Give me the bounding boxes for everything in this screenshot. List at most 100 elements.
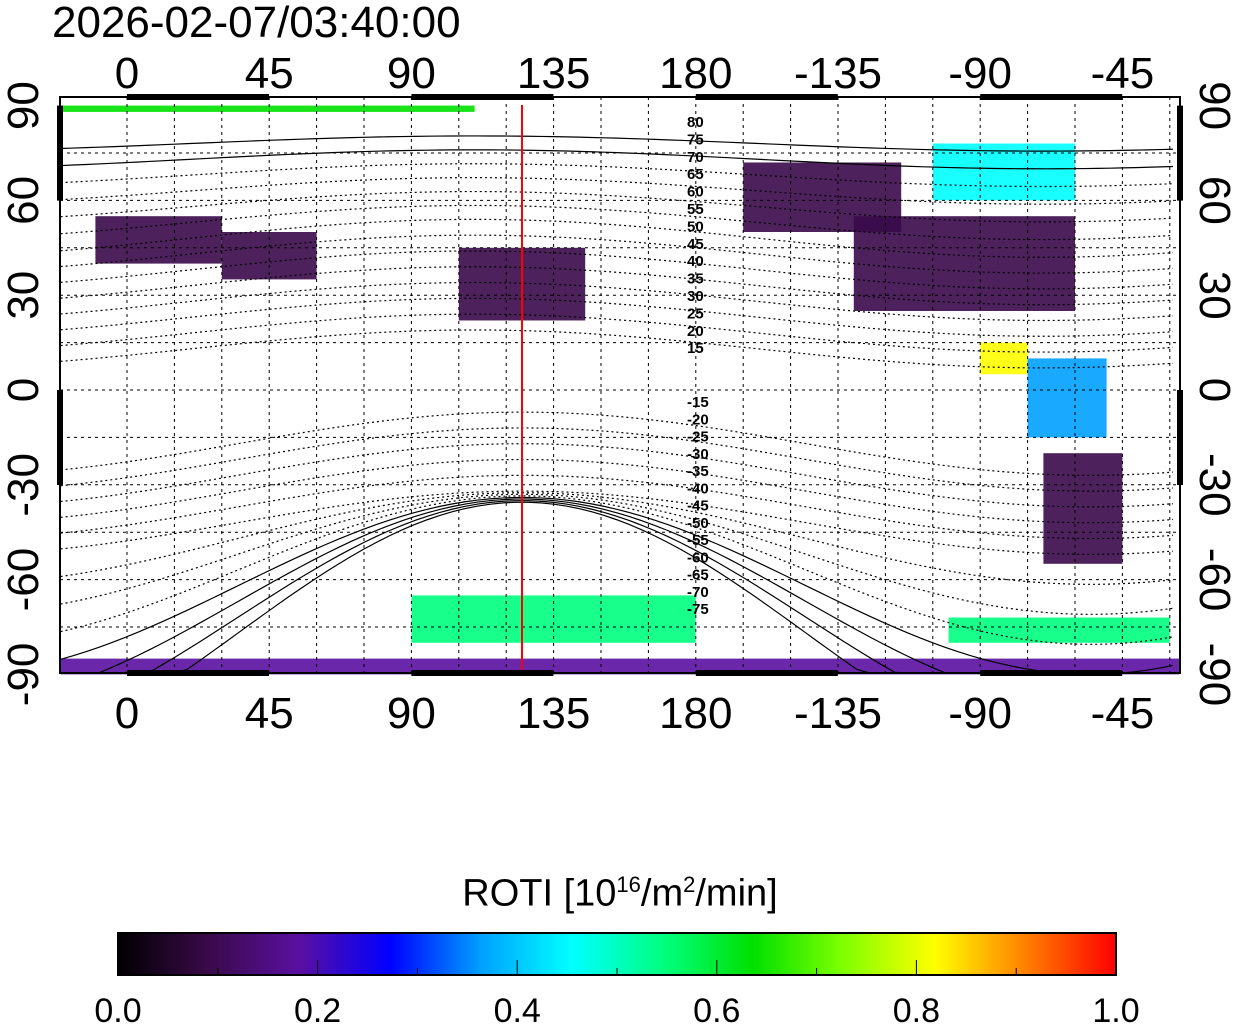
longitude-tick-label: -135	[794, 49, 882, 98]
magnetic-latitude-line	[60, 313, 1173, 353]
magnetic-latitude-line	[60, 218, 1173, 258]
roti-patch	[948, 617, 1170, 643]
magnetic-latitude-line	[60, 149, 1173, 170]
colorbar-label-main: ROTI [10	[462, 872, 617, 915]
colorbar-tick-label: 0.0	[94, 992, 141, 1024]
longitude-tick-label: -90	[948, 689, 1012, 738]
magnetic-latitude-line	[60, 492, 1174, 585]
axis-tick-bar	[695, 670, 838, 676]
magnetic-latitude-line	[60, 234, 1173, 274]
magnetic-latitude-label: -50	[687, 515, 709, 532]
roti-patch	[980, 342, 1028, 375]
magnetic-latitude-label: -65	[687, 567, 709, 584]
axis-tick-bar	[411, 94, 554, 100]
magnetic-latitude-line	[60, 474, 1174, 540]
longitude-tick-label: 180	[659, 689, 732, 738]
magnetic-latitude-line	[60, 281, 1173, 322]
latitude-tick-label-right: -60	[1190, 548, 1239, 612]
magnetic-latitude-label: 55	[687, 201, 704, 218]
magnetic-latitude-label: -55	[687, 532, 709, 549]
magnetic-latitude-line	[60, 329, 1173, 369]
axis-tick-bar	[411, 670, 554, 676]
colorbar-label: ROTI [1016/m2/min]	[0, 872, 1240, 916]
longitude-tick-label: 90	[387, 689, 436, 738]
magnetic-latitude-line	[60, 135, 1173, 152]
axis-tick-bar	[980, 670, 1123, 676]
magnetic-latitude-label: 45	[687, 236, 704, 253]
colorbar-tick-label: 0.4	[494, 992, 541, 1024]
magnetic-latitude-line	[60, 490, 1174, 555]
magnetic-latitude-line	[60, 190, 1173, 223]
magnetic-latitude-label: 50	[687, 218, 704, 235]
magnetic-latitude-label: -35	[687, 463, 709, 480]
magnetic-latitude-label: 35	[687, 271, 704, 288]
roti-patch	[1027, 358, 1107, 438]
map-frame	[59, 96, 1181, 674]
longitude-tick-label: -135	[794, 689, 882, 738]
latitude-tick-label-left: -90	[0, 643, 48, 707]
magnetic-latitude-label: 60	[687, 184, 704, 201]
timestamp-title: 2026-02-07/03:40:00	[52, 0, 461, 47]
axis-tick-bar	[695, 94, 838, 100]
magnetic-latitude-line	[60, 163, 1173, 188]
latitude-tick-label-left: 90	[0, 81, 48, 130]
magnetic-latitude-label: -25	[687, 429, 709, 446]
axis-tick-bar	[1177, 390, 1183, 485]
magnetic-latitude-line	[60, 443, 1174, 508]
magnetic-latitude-label: 15	[687, 340, 704, 357]
roti-patch	[60, 658, 1180, 675]
latitude-tick-label-right: 60	[1190, 176, 1239, 225]
colorbar-label-exp2: 2	[683, 872, 696, 897]
longitude-tick-label: 135	[517, 49, 590, 98]
magnetic-latitude-line	[60, 204, 1173, 241]
axis-tick-bar	[127, 670, 269, 676]
magnetic-latitude-label: -45	[687, 498, 709, 515]
longitude-tick-label: 45	[245, 49, 294, 98]
axis-tick-bar	[57, 390, 63, 485]
colorbar-label-mid: /m	[640, 872, 684, 915]
magnetic-latitude-line	[60, 411, 1174, 476]
roti-patch	[932, 143, 1075, 201]
magnetic-latitude-line	[60, 496, 1174, 674]
magnetic-latitude-label: 40	[687, 253, 704, 270]
magnetic-latitude-label: 75	[687, 131, 704, 148]
magnetic-latitude-label: -15	[687, 394, 709, 411]
latitude-tick-label-left: -30	[0, 453, 48, 517]
magnetic-latitude-label: -30	[687, 446, 709, 463]
axis-tick-bar	[127, 94, 269, 100]
magnetic-latitude-label: -20	[687, 411, 709, 428]
longitude-tick-label: 0	[115, 49, 139, 98]
magnetic-latitude-label: -40	[687, 480, 709, 497]
latitude-tick-label-left: -60	[0, 548, 48, 612]
magnetic-latitude-label: 80	[687, 114, 704, 131]
magnetic-latitude-label: 30	[687, 288, 704, 305]
magnetic-latitude-line	[60, 493, 1174, 615]
magnetic-latitude-line	[60, 495, 1174, 645]
colorbar-tick-label: 1.0	[1092, 992, 1139, 1024]
axis-tick-bar	[57, 105, 63, 201]
colorbar-label-end: /min]	[695, 872, 778, 915]
magnetic-latitude-label: 25	[687, 305, 704, 322]
roti-patch	[95, 216, 222, 264]
magnetic-latitude-label: -70	[687, 584, 709, 601]
magnetic-latitude-line	[60, 458, 1174, 524]
latitude-tick-label-left: 0	[0, 378, 48, 402]
roti-patch	[1043, 453, 1123, 564]
magnetic-latitude-line	[60, 177, 1173, 205]
longitude-tick-label: -90	[948, 49, 1012, 98]
magnetic-latitude-line	[60, 250, 1173, 290]
longitude-tick-label: 90	[387, 49, 436, 98]
magnetic-latitude-label: -75	[687, 601, 709, 618]
magnetic-latitude-label: 70	[687, 149, 704, 166]
roti-patch	[60, 105, 475, 112]
magnetic-latitude-label: 65	[687, 166, 704, 183]
magnetic-latitude-line	[60, 297, 1173, 337]
longitude-tick-label: -45	[1091, 49, 1155, 98]
roti-patch	[853, 216, 1075, 311]
latitude-tick-label-left: 60	[0, 176, 48, 225]
magnetic-latitude-line	[60, 266, 1173, 306]
colorbar-tick-label: 0.6	[693, 992, 740, 1024]
colorbar-tick-label: 0.2	[294, 992, 341, 1024]
